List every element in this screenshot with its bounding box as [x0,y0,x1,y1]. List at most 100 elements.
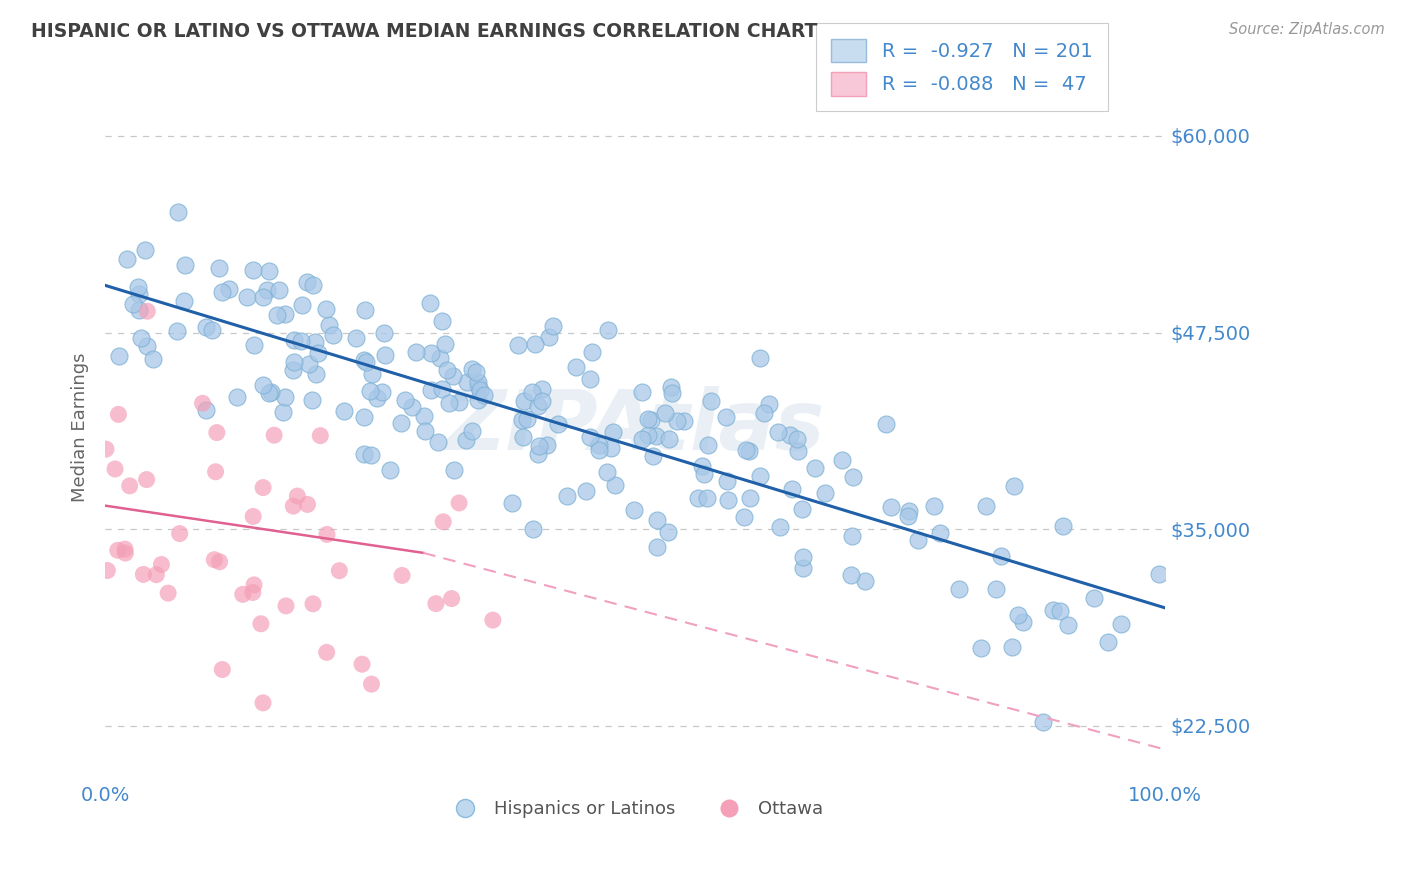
Point [427,435,450,450]
Point [104,462,127,476]
Point [391,568,413,582]
Point [252,696,274,710]
Point [482,613,505,627]
Point [142,352,165,367]
Point [208,555,231,569]
Point [804,461,827,475]
Point [1097,635,1119,649]
Point [121,297,143,311]
Point [283,333,305,347]
Point [454,433,477,447]
Point [897,504,920,518]
Point [114,546,136,560]
Point [374,348,396,362]
Point [297,498,319,512]
Point [135,473,157,487]
Point [512,394,534,409]
Point [555,489,578,503]
Point [467,379,489,393]
Point [344,331,367,345]
Point [250,616,273,631]
Point [419,296,441,310]
Point [690,458,713,473]
Point [631,433,654,447]
Point [530,383,553,397]
Point [769,519,792,533]
Point [1001,640,1024,654]
Point [252,481,274,495]
Point [697,438,720,452]
Point [693,467,716,482]
Point [786,433,808,447]
Point [637,427,659,442]
Point [285,489,308,503]
Point [305,368,328,382]
Point [232,587,254,601]
Point [353,409,375,424]
Point [256,283,278,297]
Point [301,392,323,407]
Point [202,552,225,566]
Point [274,307,297,321]
Point [779,427,801,442]
Point [413,425,436,439]
Point [269,283,291,297]
Point [315,301,337,316]
Point [353,353,375,368]
Point [748,351,770,366]
Point [260,385,283,400]
Point [714,410,737,425]
Point [271,405,294,419]
Point [588,438,610,452]
Point [623,502,645,516]
Point [309,428,332,442]
Point [318,318,340,332]
Point [128,302,150,317]
Point [792,560,814,574]
Point [136,304,159,318]
Point [290,334,312,348]
Point [302,597,325,611]
Point [266,308,288,322]
Point [841,568,863,582]
Point [581,345,603,359]
Point [419,384,441,398]
Point [134,243,156,257]
Point [304,334,326,349]
Legend: Hispanics or Latinos, Ottawa: Hispanics or Latinos, Ottawa [440,793,831,825]
Point [366,392,388,406]
Point [150,558,173,572]
Point [174,258,197,272]
Point [665,414,688,428]
Point [527,439,550,453]
Point [257,385,280,400]
Point [928,526,950,541]
Point [472,388,495,402]
Point [127,280,149,294]
Point [166,205,188,219]
Point [307,345,329,359]
Point [145,567,167,582]
Point [658,432,681,446]
Point [1011,615,1033,629]
Point [522,384,544,399]
Point [118,479,141,493]
Point [128,286,150,301]
Point [1007,607,1029,622]
Point [194,320,217,334]
Point [523,337,546,351]
Point [359,384,381,398]
Point [441,369,464,384]
Point [291,298,314,312]
Point [242,509,264,524]
Point [298,357,321,371]
Point [394,392,416,407]
Point [191,396,214,410]
Point [114,542,136,557]
Point [530,393,553,408]
Point [350,657,373,672]
Point [333,404,356,418]
Point [716,492,738,507]
Point [814,486,837,500]
Point [467,375,489,389]
